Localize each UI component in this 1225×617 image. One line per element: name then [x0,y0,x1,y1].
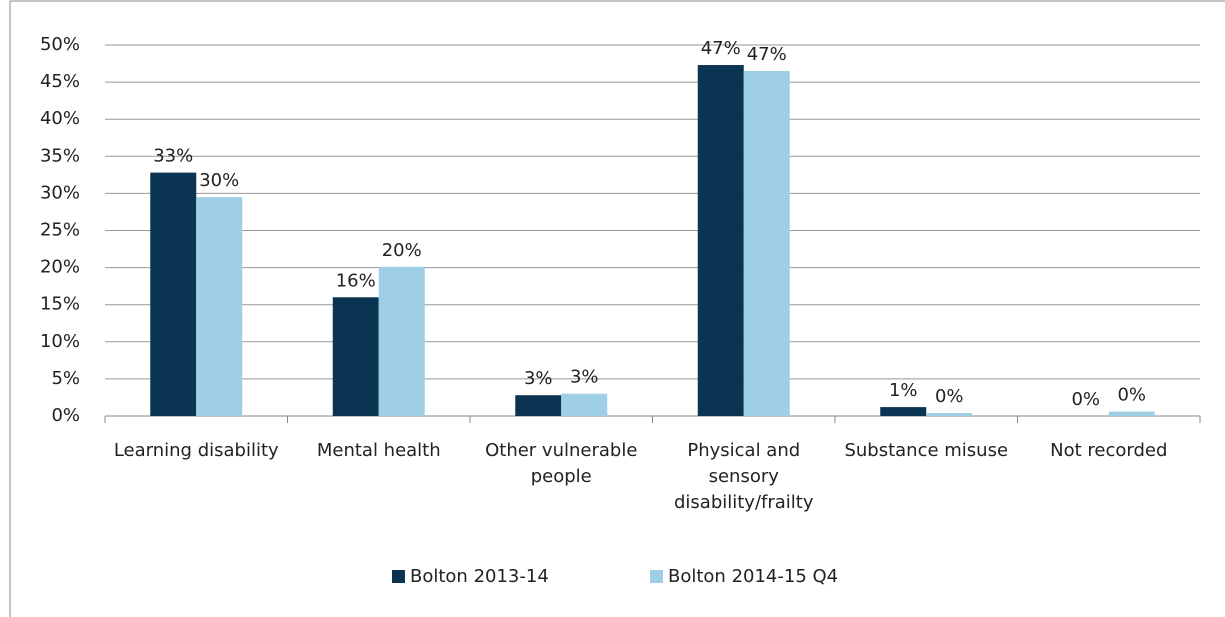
y-tick-label: 15% [40,294,80,315]
x-tick-label: Other vulnerable people [485,440,638,487]
bar [880,407,927,416]
bar [196,197,243,416]
bar [561,393,608,416]
x-tick-label: Not recorded [1050,440,1168,461]
x-tick-label: Mental health [316,440,441,461]
x-tick-label: Substance misuse [844,440,1009,461]
x-tick-label: Physical and sensory disability/frailty [673,440,814,513]
bar [743,70,790,416]
value-label: 47% [701,38,741,59]
y-tick-label: 5% [51,368,80,389]
legend-label: Bolton 2013-14 [410,566,549,587]
bar [926,413,973,416]
y-tick-label: 35% [40,145,80,166]
value-label: 16% [336,270,376,291]
value-label: 30% [199,170,239,191]
value-label: 33% [153,146,193,167]
value-label: 0% [1071,389,1100,410]
y-tick-label: 25% [40,220,80,241]
bar [332,297,379,416]
x-tick-label: Learning disability [113,440,279,461]
value-label: 3% [524,368,553,389]
y-tick-label: 10% [40,331,80,352]
bar [150,172,197,416]
value-label: 20% [382,240,422,261]
y-tick-label: 45% [40,71,80,92]
y-tick-label: 40% [40,108,80,129]
value-label: 1% [889,380,918,401]
value-label: 3% [570,367,599,388]
value-label: 0% [935,386,964,407]
y-tick-label: 30% [40,182,80,203]
value-label: 0% [1117,385,1146,406]
bar [378,266,425,416]
legend-swatch [392,570,405,583]
bar [1108,411,1155,416]
legend-swatch [650,570,663,583]
bar [697,65,744,416]
y-tick-label: 20% [40,257,80,278]
y-tick-label: 50% [40,34,80,55]
y-tick-label: 0% [51,405,80,426]
legend-label: Bolton 2014-15 Q4 [668,566,838,587]
value-label: 47% [747,44,787,65]
bar [515,395,562,416]
